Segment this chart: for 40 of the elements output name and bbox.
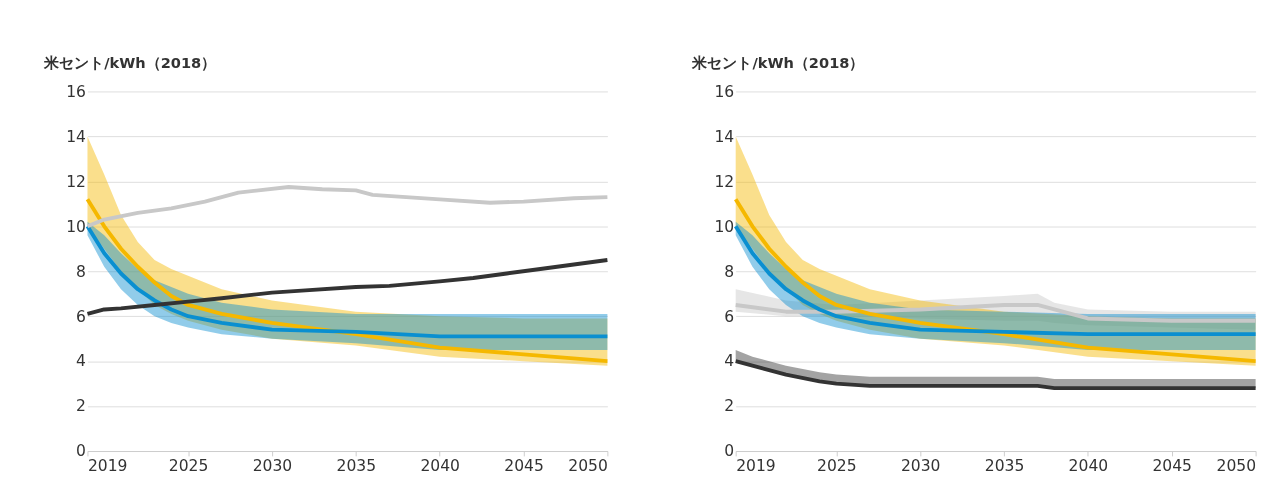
line-series (733, 303, 1258, 323)
y-tick-label: 2 (76, 397, 87, 416)
line-series (85, 258, 610, 316)
x-tick-label: 2035 (984, 456, 1025, 475)
y-tick-label: 8 (76, 262, 87, 281)
y-tick-label: 0 (724, 442, 735, 461)
y-tick-label: 16 (714, 82, 735, 101)
line-series (733, 359, 1258, 391)
y-tick-label: 0 (76, 442, 87, 461)
x-tick-label: 2019 (87, 456, 128, 475)
y-tick-label: 4 (724, 352, 735, 371)
y-tick-label: 12 (66, 172, 87, 191)
line-series (85, 197, 610, 364)
y-tick-label: 10 (66, 217, 87, 236)
y-tick-label: 10 (714, 217, 735, 236)
y-tick-label: 14 (714, 127, 735, 146)
x-tick-label: 2045 (1152, 456, 1193, 475)
x-tick-label: 2050 (568, 456, 608, 475)
x-tick-label: 2050 (1216, 456, 1257, 475)
y-axis-title: 米セント/kWh（2018） (691, 53, 865, 71)
x-tick-label: 2040 (1068, 456, 1109, 475)
y-tick-label: 16 (66, 82, 87, 101)
line-series (733, 197, 1258, 364)
x-tick-label: 2040 (420, 456, 460, 475)
x-tick-label: 2025 (817, 456, 857, 475)
x-tick-label: 2025 (168, 456, 209, 475)
y-tick-label: 8 (724, 262, 735, 281)
x-tick-label: 2030 (900, 456, 941, 475)
line-series (85, 185, 610, 229)
y-tick-label: 4 (76, 352, 87, 371)
y-tick-label: 12 (714, 172, 735, 191)
y-axis-title: 米セント/kWh（2018） (43, 53, 217, 71)
y-tick-label: 14 (66, 127, 87, 146)
x-tick-label: 2045 (504, 456, 544, 475)
x-tick-label: 2030 (252, 456, 293, 475)
x-tick-label: 2035 (336, 456, 377, 475)
x-tick-label: 2019 (736, 456, 776, 475)
y-tick-label: 2 (724, 397, 735, 416)
y-tick-label: 6 (724, 307, 735, 326)
y-tick-label: 6 (76, 307, 87, 326)
